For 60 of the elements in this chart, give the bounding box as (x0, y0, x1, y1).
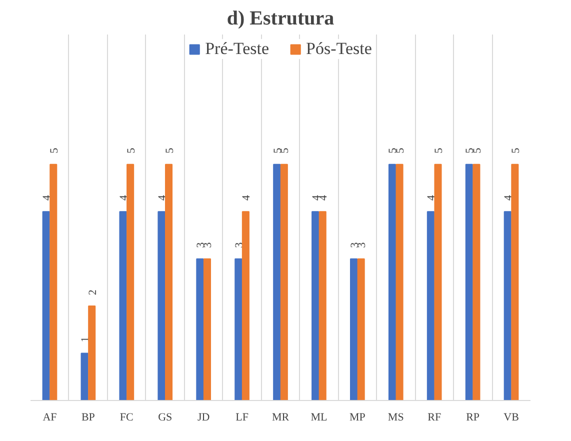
bar (465, 164, 473, 400)
legend-label: Pré-Teste (205, 39, 270, 59)
x-tick-label: RF (428, 412, 442, 424)
bar (126, 164, 134, 400)
x-tick-label: VB (504, 412, 519, 424)
bar (234, 258, 242, 400)
bar (119, 211, 127, 400)
data-label: 3 (356, 242, 368, 248)
data-label: 4 (240, 194, 253, 201)
x-tick-label: BP (81, 412, 95, 424)
data-label: 5 (125, 147, 138, 154)
bar (350, 258, 358, 400)
bar (158, 211, 166, 400)
x-tick-label: AF (42, 412, 57, 424)
data-label: 4 (318, 194, 330, 201)
bar (472, 164, 480, 400)
data-label: 5 (433, 147, 445, 154)
x-tick-label: RP (466, 412, 480, 424)
bar (388, 164, 396, 400)
bar (80, 352, 88, 400)
data-label: 4 (41, 194, 54, 201)
data-label: 4 (156, 194, 168, 201)
x-tick-label: GS (158, 412, 172, 424)
data-label: 4 (118, 194, 130, 201)
bar (511, 164, 519, 400)
bar (318, 211, 326, 400)
data-label: 5 (164, 147, 176, 154)
bar (426, 211, 434, 400)
bar (242, 211, 250, 400)
chart-title: d) Estrutura (226, 8, 334, 30)
bar (165, 164, 173, 400)
data-label: 5 (279, 147, 292, 154)
data-label: 5 (394, 147, 407, 154)
x-tick-label: JD (197, 412, 210, 424)
bar (434, 164, 442, 400)
bar (357, 258, 365, 400)
data-label: 1 (80, 336, 92, 342)
bar (42, 211, 50, 400)
data-label: 5 (510, 147, 522, 154)
data-label: 3 (202, 242, 214, 248)
x-tick-label: MS (388, 412, 404, 424)
data-label: 2 (86, 290, 99, 296)
data-label: 5 (48, 147, 60, 154)
bar (273, 164, 281, 400)
bar (88, 306, 96, 400)
x-tick-label: LF (236, 412, 248, 424)
bar (203, 258, 211, 400)
bar (504, 211, 512, 400)
data-label: 4 (502, 194, 515, 201)
x-tick-label: MP (349, 412, 366, 424)
bar (50, 164, 58, 400)
bar (396, 164, 404, 400)
bar (312, 211, 320, 400)
legend-label: Pós-Teste (306, 39, 372, 59)
bar (280, 164, 288, 400)
x-tick-label: FC (120, 412, 134, 424)
x-tick-label: ML (310, 412, 328, 424)
x-tick-label: MR (272, 412, 290, 424)
bar (196, 258, 204, 400)
data-label: 4 (426, 194, 438, 201)
